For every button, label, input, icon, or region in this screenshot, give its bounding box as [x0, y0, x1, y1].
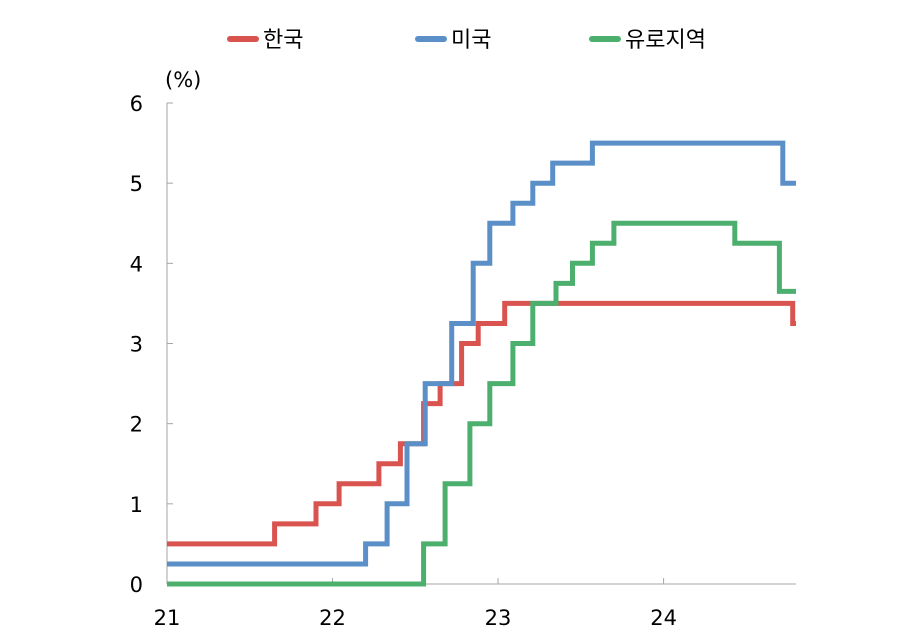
y-tick-label: 0 [130, 573, 143, 597]
legend: 한국 미국 유로지역 [227, 28, 706, 53]
y-tick-label: 5 [130, 172, 143, 196]
y-tick-label: 2 [130, 413, 143, 437]
legend-label-1: 한국 [263, 28, 303, 53]
series-line-3 [167, 220, 796, 587]
x-tick-label: 24 [650, 606, 677, 628]
x-tick-label: 21 [154, 606, 181, 628]
series-line-2 [167, 140, 796, 567]
series-group [167, 140, 796, 587]
x-tick-label: 22 [319, 606, 346, 628]
y-tick-label: 3 [130, 333, 143, 357]
y-tick-label: 6 [130, 92, 143, 116]
y-tick-label: 1 [130, 493, 143, 517]
legend-label-2: 미국 [451, 28, 491, 53]
y-tick-label: 4 [130, 252, 143, 276]
legend-label-3: 유로지역 [625, 28, 706, 53]
y-axis-label: (%) [165, 68, 201, 92]
x-tick-label: 23 [485, 606, 512, 628]
